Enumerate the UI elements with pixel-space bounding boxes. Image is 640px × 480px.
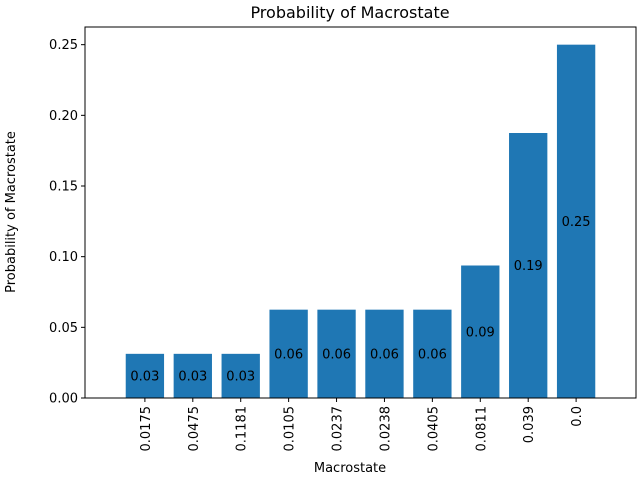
chart-title: Probability of Macrostate (250, 3, 449, 22)
y-tick-label-3: 0.10 (49, 250, 78, 265)
bar-labels-group: 0.03 0.03 0.03 0.06 0.06 0.06 0.06 0.09 0.19 0.25 (130, 215, 590, 385)
bar-value-label-7: 0.06 (418, 347, 447, 362)
bar-value-label-9: 0.19 (514, 259, 543, 274)
bar-7 (413, 309, 452, 398)
x-tick-label-1: 0.0175 (139, 406, 154, 452)
y-axis-label: Probability of Macrostate (4, 131, 19, 293)
x-tick-label-8: 0.0811 (474, 406, 489, 452)
x-tick-label-4: 0.0105 (283, 406, 298, 452)
bar-value-label-1: 0.03 (130, 369, 159, 384)
bar-value-label-6: 0.06 (370, 347, 399, 362)
bar-4 (269, 309, 308, 398)
y-tick-label-4: 0.15 (49, 180, 78, 195)
bar-1 (125, 353, 165, 398)
bars-group (125, 44, 596, 399)
bar-10 (556, 44, 596, 399)
x-tick-label-9: 0.039 (522, 406, 537, 443)
bar-value-label-8: 0.09 (466, 325, 495, 340)
x-tick-label-3: 0.1181 (235, 406, 250, 452)
y-tick-label-5: 0.20 (49, 109, 78, 124)
y-tick-label-2: 0.05 (49, 321, 78, 336)
bar-2 (173, 353, 212, 398)
bar-value-label-10: 0.25 (562, 215, 591, 230)
bar-9 (509, 133, 548, 398)
bar-value-label-4: 0.06 (274, 347, 303, 362)
x-axis-label: Macrostate (314, 461, 386, 476)
x-tick-label-5: 0.0237 (331, 406, 346, 452)
x-tick-label-7: 0.0405 (426, 406, 441, 452)
bar-8 (461, 265, 500, 398)
y-tick-label-1: 0.00 (49, 392, 78, 407)
bar-5 (317, 309, 356, 398)
x-axis: 0.0175 0.0475 0.1181 0.0105 0.0237 0.0238 0.04… (139, 398, 585, 452)
x-tick-label-2: 0.0475 (187, 406, 202, 452)
y-tick-label-6: 0.25 (49, 38, 78, 53)
bar-value-label-2: 0.03 (178, 369, 207, 384)
bar-value-label-3: 0.03 (226, 369, 255, 384)
bar-6 (365, 309, 404, 398)
bar-3 (221, 353, 260, 398)
x-tick-label-6: 0.0238 (378, 406, 393, 452)
x-tick-label-10: 0.0 (570, 406, 585, 427)
y-axis: 0.00 0.05 0.10 0.15 0.20 0.25 (49, 38, 85, 407)
bar-value-label-5: 0.06 (322, 347, 351, 362)
plot-frame (84, 26, 637, 399)
